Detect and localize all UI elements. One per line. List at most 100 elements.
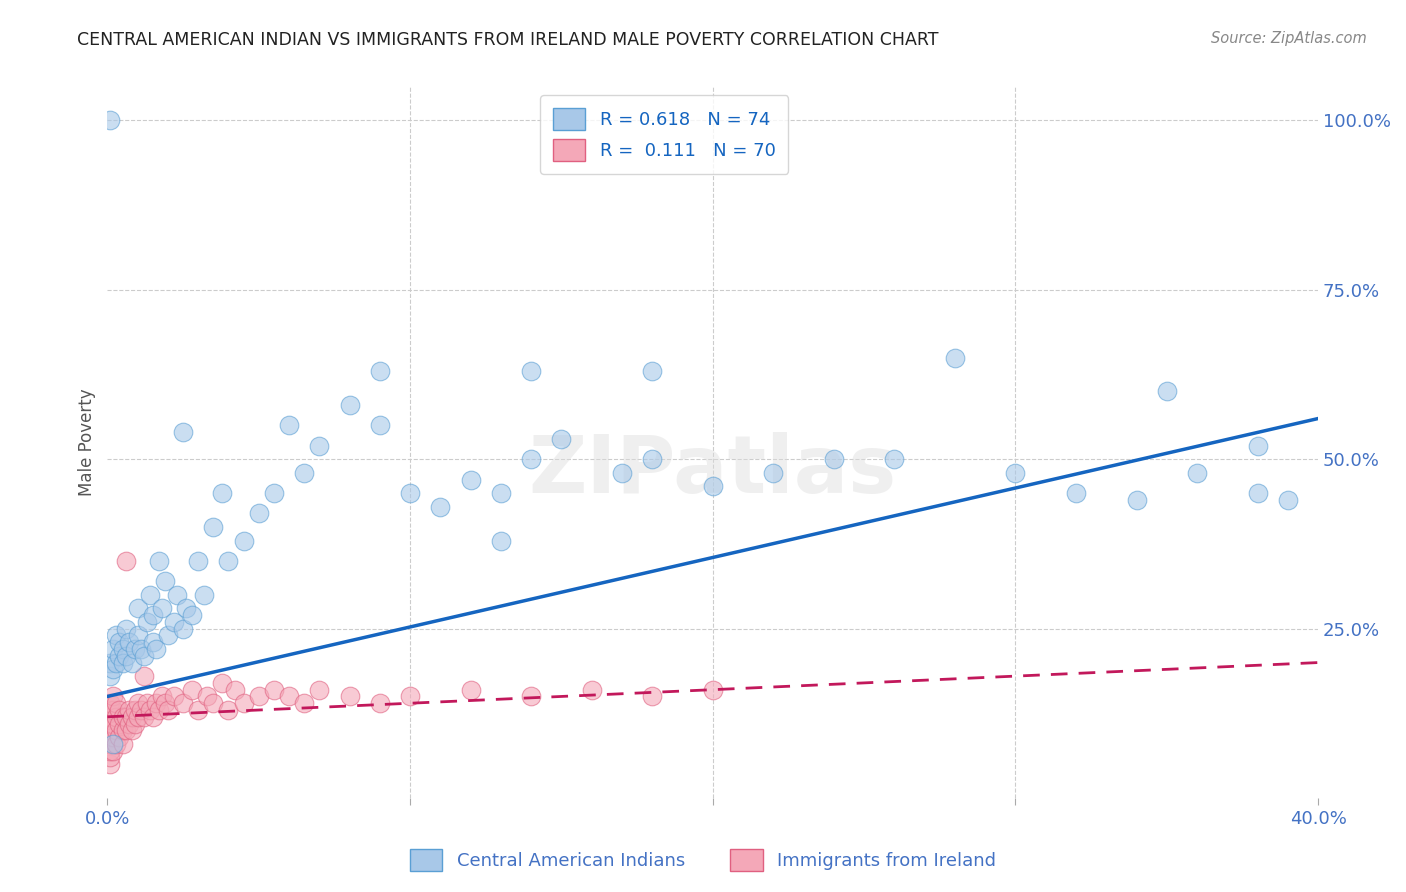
Point: [103, 737, 125, 751]
Point: [108, 730, 131, 744]
Point: [641, 452, 664, 467]
Point: [193, 588, 215, 602]
Point: [121, 710, 143, 724]
Point: [195, 690, 218, 704]
Point: [124, 642, 146, 657]
Point: [150, 601, 173, 615]
Point: [520, 690, 543, 704]
Point: [117, 703, 139, 717]
Point: [100, 656, 122, 670]
Point: [163, 690, 186, 704]
Point: [520, 364, 543, 378]
Point: [460, 682, 482, 697]
Point: [181, 608, 204, 623]
Point: [166, 588, 188, 602]
Point: [278, 418, 301, 433]
Point: [108, 703, 131, 717]
Point: [105, 656, 128, 670]
Point: [100, 723, 122, 738]
Point: [100, 716, 122, 731]
Point: [124, 703, 146, 717]
Point: [172, 696, 194, 710]
Point: [108, 635, 131, 649]
Point: [111, 737, 134, 751]
Point: [142, 608, 165, 623]
Point: [105, 696, 128, 710]
Point: [211, 676, 233, 690]
Point: [105, 723, 128, 738]
Point: [702, 479, 724, 493]
Point: [368, 696, 391, 710]
Point: [127, 710, 149, 724]
Point: [111, 642, 134, 657]
Point: [762, 466, 785, 480]
Point: [489, 533, 512, 548]
Point: [1277, 492, 1299, 507]
Point: [1156, 384, 1178, 399]
Point: [823, 452, 845, 467]
Point: [1125, 492, 1147, 507]
Point: [100, 703, 122, 717]
Text: CENTRAL AMERICAN INDIAN VS IMMIGRANTS FROM IRELAND MALE POVERTY CORRELATION CHAR: CENTRAL AMERICAN INDIAN VS IMMIGRANTS FR…: [77, 31, 939, 49]
Point: [883, 452, 905, 467]
Point: [132, 669, 155, 683]
Point: [153, 696, 176, 710]
Point: [550, 432, 572, 446]
Point: [368, 418, 391, 433]
Point: [108, 716, 131, 731]
Point: [114, 554, 136, 568]
Point: [105, 737, 128, 751]
Point: [172, 425, 194, 439]
Point: [135, 615, 157, 629]
Point: [1004, 466, 1026, 480]
Point: [108, 648, 131, 663]
Point: [460, 473, 482, 487]
Point: [292, 696, 315, 710]
Point: [114, 710, 136, 724]
Point: [278, 690, 301, 704]
Point: [100, 744, 122, 758]
Point: [103, 703, 125, 717]
Point: [224, 682, 246, 697]
Point: [181, 682, 204, 697]
Point: [156, 703, 179, 717]
Point: [103, 690, 125, 704]
Point: [100, 730, 122, 744]
Point: [103, 662, 125, 676]
Point: [114, 622, 136, 636]
Point: [129, 642, 152, 657]
Point: [139, 588, 162, 602]
Point: [1246, 486, 1268, 500]
Point: [111, 723, 134, 738]
Point: [105, 710, 128, 724]
Point: [247, 690, 270, 704]
Point: [150, 690, 173, 704]
Point: [129, 703, 152, 717]
Point: [117, 635, 139, 649]
Point: [114, 648, 136, 663]
Point: [263, 486, 285, 500]
Point: [100, 669, 122, 683]
Point: [127, 601, 149, 615]
Point: [135, 696, 157, 710]
Point: [1246, 439, 1268, 453]
Point: [202, 520, 225, 534]
Point: [174, 601, 197, 615]
Point: [429, 500, 451, 514]
Point: [641, 364, 664, 378]
Point: [132, 648, 155, 663]
Point: [610, 466, 633, 480]
Point: [368, 364, 391, 378]
Point: [232, 533, 254, 548]
Point: [163, 615, 186, 629]
Point: [103, 730, 125, 744]
Point: [153, 574, 176, 589]
Point: [111, 656, 134, 670]
Point: [581, 682, 603, 697]
Point: [121, 723, 143, 738]
Point: [292, 466, 315, 480]
Point: [100, 113, 122, 128]
Point: [148, 703, 170, 717]
Point: [100, 710, 122, 724]
Point: [202, 696, 225, 710]
